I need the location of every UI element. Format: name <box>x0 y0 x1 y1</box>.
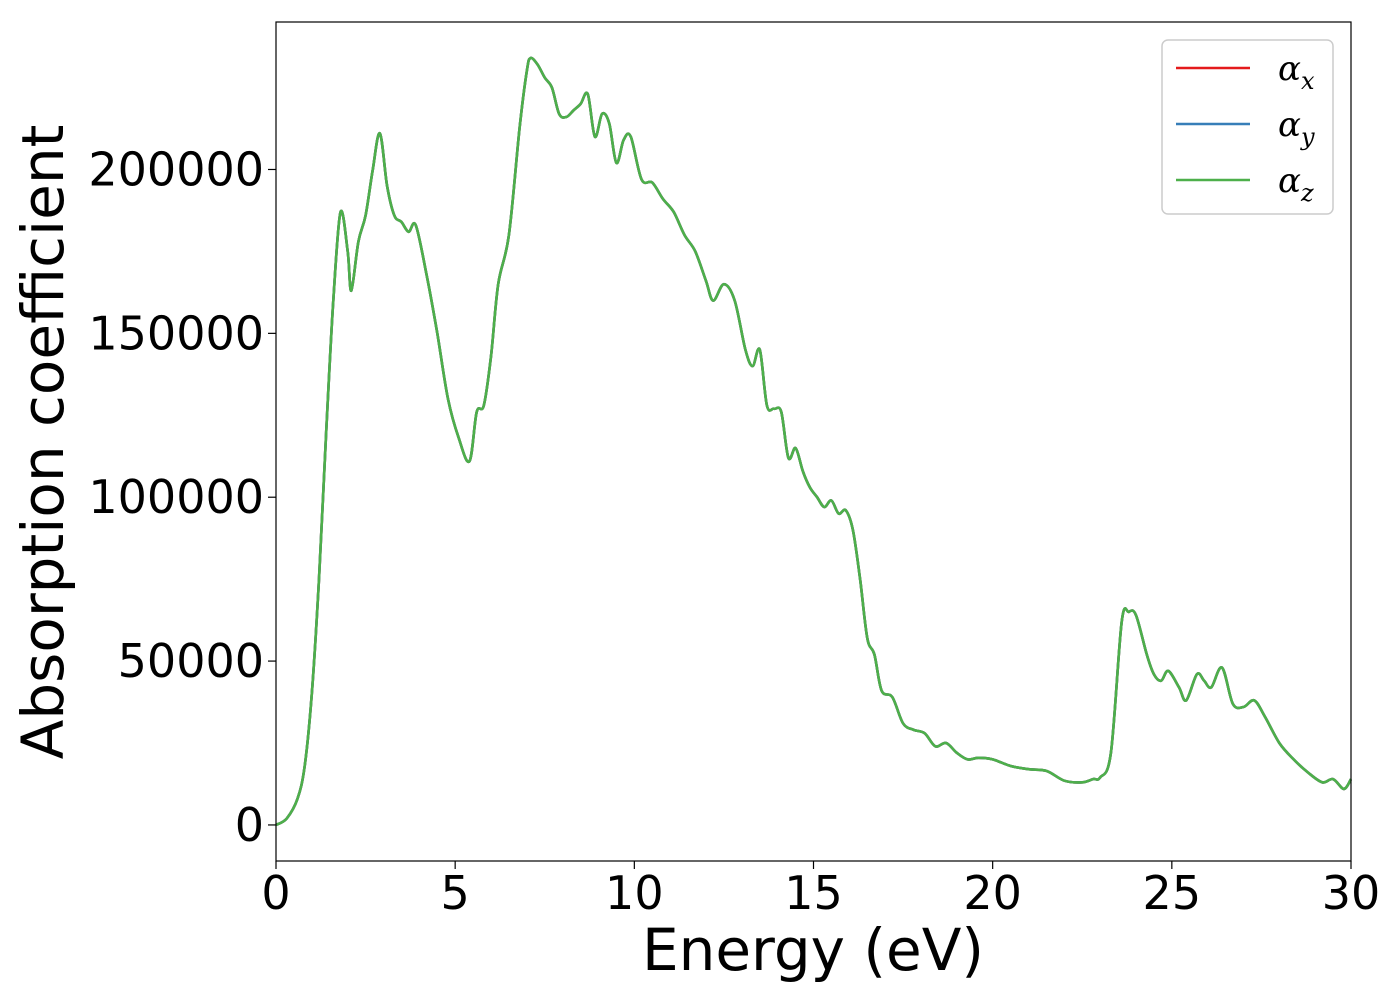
series-line-z <box>275 56 1353 827</box>
x-axis-title: Energy (eV) <box>642 916 984 984</box>
x-tick-label: 30 <box>1322 866 1381 920</box>
y-tick-label: 50000 <box>118 634 264 688</box>
x-axis: 0 5 10 15 20 25 30 <box>261 861 1380 920</box>
y-tick-label: 150000 <box>88 306 264 360</box>
legend-box <box>1161 39 1334 215</box>
legend-label-y: αy <box>1278 105 1315 151</box>
x-tick-label: 0 <box>261 866 290 920</box>
y-tick-label: 200000 <box>88 142 264 196</box>
series-layer <box>275 56 1353 827</box>
y-tick-label: 0 <box>235 798 264 852</box>
y-axis: 0 50000 100000 150000 200000 <box>88 142 276 852</box>
x-tick-label: 10 <box>605 866 664 920</box>
y-axis-title: Absorption coefficient <box>9 125 77 760</box>
x-tick-label: 25 <box>1143 866 1202 920</box>
x-tick-label: 15 <box>784 866 843 920</box>
x-tick-label: 5 <box>441 866 470 920</box>
x-tick-label: 20 <box>963 866 1022 920</box>
legend-label-x: αx <box>1278 49 1315 95</box>
y-tick-label: 100000 <box>88 470 264 524</box>
